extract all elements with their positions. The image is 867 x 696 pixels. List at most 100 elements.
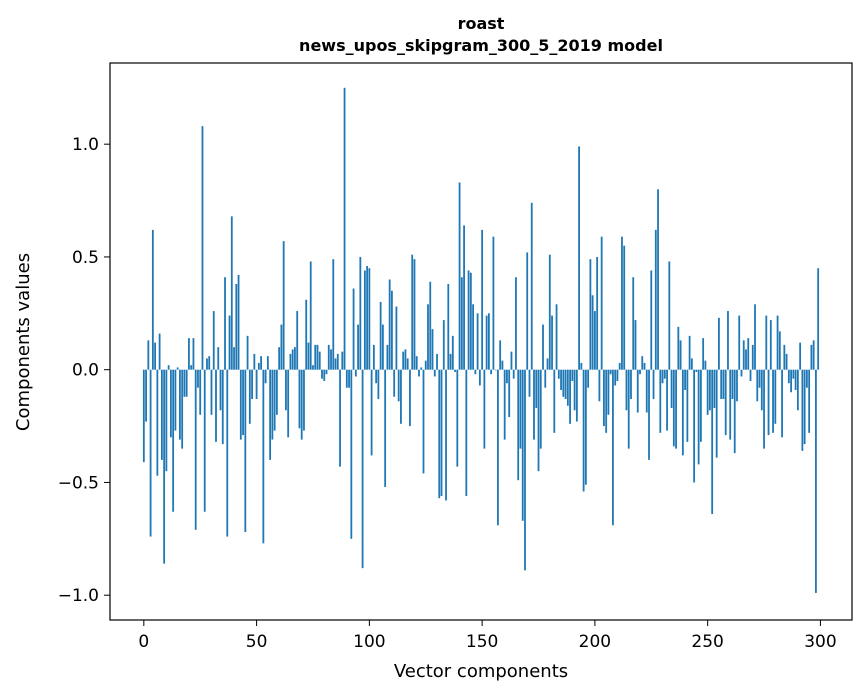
bar-240 (684, 369, 686, 390)
bar-206 (607, 369, 610, 415)
bar-147 (474, 369, 477, 375)
bar-262 (733, 369, 736, 454)
bar-123 (420, 367, 423, 370)
bar-226 (652, 369, 655, 400)
bar-229 (659, 369, 662, 433)
bar-120 (413, 259, 416, 370)
bar-287 (790, 369, 792, 393)
bar-98 (363, 270, 366, 370)
bar-47 (248, 369, 251, 424)
bar-251 (709, 369, 711, 411)
bar-67 (294, 347, 296, 370)
bar-40 (233, 347, 235, 370)
bar-270 (751, 344, 754, 370)
bar-126 (427, 304, 429, 370)
bar-104 (377, 369, 380, 400)
bar-253 (713, 369, 716, 409)
bar-80 (323, 369, 326, 381)
bar-186 (562, 369, 565, 397)
bar-233 (668, 261, 671, 370)
bar-225 (650, 270, 653, 370)
bar-154 (490, 369, 493, 375)
bar-297 (812, 340, 815, 370)
bar-151 (483, 369, 486, 449)
bar-139 (456, 369, 459, 467)
bar-3 (149, 369, 152, 537)
bar-100 (368, 268, 371, 370)
bar-183 (555, 304, 558, 370)
bar-71 (303, 369, 305, 431)
bar-187 (564, 369, 567, 400)
bar-243 (690, 358, 693, 370)
bar-255 (718, 317, 720, 370)
x-tick-label: 250 (691, 632, 723, 652)
bar-141 (460, 277, 463, 370)
bar-11 (167, 365, 170, 370)
bar-97 (361, 369, 364, 569)
bar-168 (521, 369, 524, 521)
bar-277 (767, 369, 770, 436)
bar-42 (237, 274, 240, 370)
bar-257 (722, 369, 725, 400)
bar-188 (566, 369, 569, 406)
bar-24 (197, 369, 199, 388)
bar-102 (372, 344, 375, 370)
bar-135 (447, 284, 450, 370)
bar-265 (740, 369, 743, 377)
bar-203 (600, 236, 603, 370)
bar-159 (501, 360, 504, 370)
bar-281 (776, 315, 779, 370)
bar-182 (553, 369, 556, 433)
bar-39 (230, 216, 233, 370)
bar-272 (756, 369, 759, 402)
bar-110 (391, 290, 393, 370)
bar-278 (769, 320, 772, 370)
bar-49 (253, 353, 256, 370)
bar-51 (257, 362, 260, 370)
bar-285 (785, 353, 788, 370)
bar-121 (415, 356, 418, 370)
bar-82 (327, 344, 330, 370)
bar-84 (332, 259, 335, 370)
bar-57 (271, 369, 274, 440)
bar-201 (596, 256, 599, 370)
y-tick-label: −0.5 (58, 473, 99, 493)
bar-248 (702, 338, 705, 370)
bar-142 (463, 225, 465, 370)
y-tick-label: 1.0 (72, 135, 99, 155)
bar-45 (244, 369, 247, 533)
bar-199 (591, 295, 594, 370)
bar-6 (156, 369, 159, 476)
bar-94 (354, 369, 357, 377)
bar-25 (199, 369, 202, 415)
bar-52 (260, 356, 262, 370)
x-axis-ticks: 0 50 100 150 200 250 300 (138, 620, 837, 652)
bar-152 (485, 315, 488, 370)
bar-59 (275, 369, 278, 415)
bar-247 (699, 369, 702, 442)
bar-207 (609, 369, 612, 375)
bar-79 (321, 369, 323, 379)
bar-105 (379, 302, 382, 370)
bar-93 (352, 288, 355, 370)
bar-294 (805, 369, 808, 388)
bar-264 (738, 315, 741, 370)
bar-263 (736, 369, 738, 402)
bar-137 (451, 335, 454, 370)
bar-131 (438, 369, 441, 499)
bar-153 (487, 313, 490, 370)
bar-234 (670, 369, 673, 409)
bar-133 (442, 320, 445, 370)
bar-224 (648, 369, 650, 460)
bar-156 (494, 369, 497, 371)
bar-81 (325, 369, 328, 375)
bar-62 (282, 241, 285, 370)
bar-74 (309, 261, 312, 370)
bar-106 (381, 324, 384, 370)
bar-213 (623, 245, 626, 370)
bar-268 (747, 338, 750, 370)
bar-109 (388, 279, 391, 370)
bars-group (142, 87, 820, 593)
bar-171 (528, 369, 531, 397)
bar-136 (449, 353, 452, 370)
